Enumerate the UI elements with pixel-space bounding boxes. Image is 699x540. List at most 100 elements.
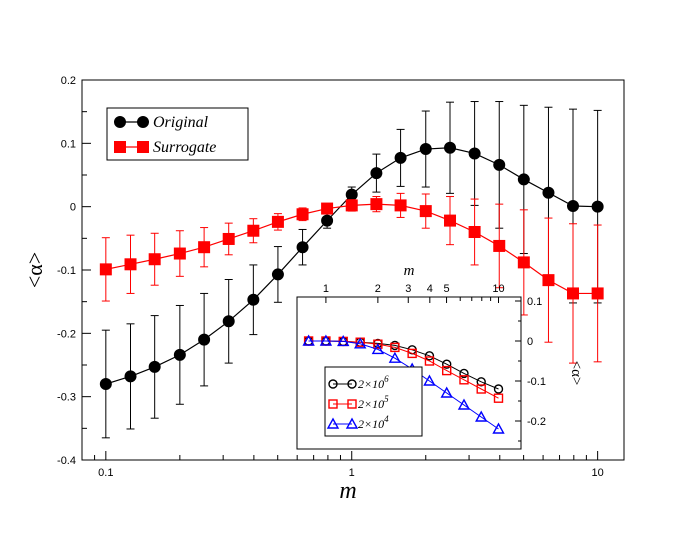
legend-label-original: Original — [153, 114, 209, 131]
data-point — [99, 378, 112, 390]
main-x-axis-title: m — [339, 478, 356, 504]
inset-x-tick-label: 1 — [323, 283, 329, 295]
data-point — [222, 232, 235, 245]
data-point — [424, 351, 435, 361]
data-point — [370, 198, 383, 211]
data-point — [542, 186, 555, 199]
data-point — [390, 342, 400, 353]
main-y-axis-title: <α> — [22, 252, 47, 288]
data-point — [444, 141, 457, 154]
data-point — [99, 263, 112, 276]
legend-marker — [114, 116, 126, 128]
data-point — [124, 258, 137, 271]
data-point — [371, 342, 385, 355]
main-series-surrogate — [99, 192, 604, 364]
data-point — [148, 360, 161, 373]
inset-axes: 1 2 3 4 5 10 -0.2 -0.1 0 0.1 — [323, 283, 546, 442]
inset-x-tick-label: 10 — [492, 283, 504, 295]
data-point — [440, 386, 453, 398]
data-point — [407, 348, 417, 359]
data-point — [173, 348, 186, 361]
main-series-group — [99, 101, 604, 439]
data-point — [468, 147, 481, 160]
data-point — [517, 173, 530, 186]
data-point — [198, 241, 211, 254]
legend-marker — [328, 399, 338, 409]
main-y-tick-label: -0.3 — [57, 392, 76, 404]
legend-label-surrogate: Surrogate — [153, 139, 216, 156]
data-point — [388, 351, 402, 363]
main-legend: Original Surrogate — [106, 107, 249, 161]
inset-x-tick-label: 4 — [427, 283, 433, 295]
data-point — [198, 333, 211, 346]
data-point — [296, 241, 309, 254]
data-point — [492, 422, 505, 434]
main-y-tick-label: 0.2 — [61, 75, 76, 87]
inset-y-axis-title: <α> — [568, 361, 584, 386]
data-point — [394, 151, 407, 164]
data-point — [321, 214, 334, 227]
data-point — [370, 167, 383, 180]
data-point — [354, 337, 367, 349]
data-point — [173, 247, 186, 260]
data-point — [419, 205, 432, 218]
legend-marker — [347, 399, 357, 409]
data-point — [517, 256, 530, 269]
data-point — [567, 287, 580, 300]
legend-label: 2×105 — [358, 394, 389, 411]
data-point — [457, 398, 471, 410]
main-y-tick-label: 0 — [70, 202, 76, 214]
legend-label: 2×106 — [358, 374, 389, 391]
data-point — [542, 274, 555, 287]
data-point — [302, 334, 315, 346]
main-axes: 0.1 1 10 -0.4 -0.3 -0.2 -0.1 0 0.1 0.2 — [57, 75, 604, 479]
main-y-tick-label: -0.1 — [57, 265, 76, 277]
data-point — [345, 199, 358, 212]
data-point — [247, 224, 260, 237]
main-x-tick-label: 1 — [349, 467, 355, 479]
data-point — [345, 188, 358, 201]
data-point — [222, 315, 235, 328]
inset-x-tick-label: 5 — [443, 283, 449, 295]
legend-marker — [114, 141, 126, 153]
data-point — [423, 374, 436, 386]
data-point — [148, 253, 161, 266]
data-point — [476, 377, 486, 387]
inset-legend: 2×106 2×105 2×104 — [324, 366, 423, 437]
data-point — [424, 356, 435, 366]
data-point — [459, 368, 469, 379]
legend-label: 2×104 — [358, 414, 389, 431]
data-point — [444, 214, 457, 227]
data-point — [337, 334, 350, 347]
data-point — [441, 365, 452, 376]
main-y-tick-label: 0.1 — [61, 138, 76, 150]
data-point — [567, 200, 580, 213]
data-point — [394, 199, 407, 212]
data-point — [591, 287, 604, 300]
legend-marker — [137, 141, 149, 153]
inset-y-tick-label: 0.1 — [527, 296, 542, 308]
data-point — [468, 226, 481, 238]
main-x-tick-label: 10 — [592, 467, 604, 479]
legend-marker — [326, 417, 340, 429]
inset-x-axis-title: m — [404, 263, 415, 279]
data-point — [124, 370, 137, 383]
data-point — [321, 202, 334, 215]
data-point — [493, 158, 506, 171]
main-y-tick-label: -0.2 — [57, 328, 76, 340]
data-point — [459, 375, 469, 385]
data-point — [271, 215, 284, 228]
main-y-tick-label: -0.4 — [57, 455, 76, 467]
inset-series-group — [302, 334, 505, 434]
main-x-tick-label: 0.1 — [98, 467, 113, 479]
inset-y-tick-label: -0.2 — [527, 416, 546, 428]
legend-marker — [137, 116, 149, 128]
data-point — [441, 359, 452, 369]
data-point — [591, 200, 604, 213]
legend-marker — [328, 379, 338, 389]
legend-marker — [345, 417, 359, 429]
inset-x-tick-label: 3 — [405, 283, 411, 295]
data-point — [319, 334, 333, 346]
data-point — [271, 268, 284, 281]
inset-y-tick-label: -0.1 — [527, 376, 546, 388]
